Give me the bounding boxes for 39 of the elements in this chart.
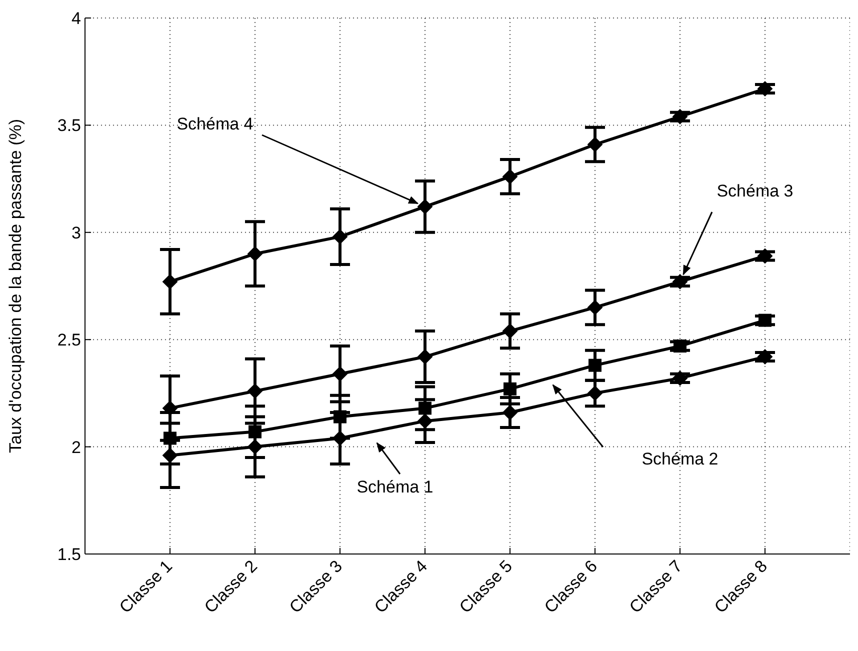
point (162, 400, 178, 416)
point (588, 386, 602, 401)
y-tick-label: 3.5 (57, 116, 81, 136)
point (502, 169, 518, 184)
y-tick-label: 2.5 (57, 330, 81, 350)
point (418, 402, 432, 415)
point (164, 432, 176, 445)
point (248, 384, 262, 399)
point (418, 349, 432, 364)
point (502, 404, 518, 420)
annotation: Schéma 2 (642, 449, 718, 468)
annotation: Schéma 1 (356, 477, 434, 496)
point (758, 248, 772, 264)
point (502, 324, 518, 339)
point (332, 430, 348, 446)
y-tick-label: 2 (72, 438, 81, 457)
y-tick-label: 4 (72, 9, 81, 28)
point (162, 274, 178, 290)
point (332, 229, 348, 244)
point (674, 340, 686, 353)
point (332, 366, 348, 382)
y-tick-label: 1.5 (57, 545, 81, 564)
point (418, 199, 432, 214)
point (504, 382, 516, 396)
point (248, 425, 262, 438)
point (672, 370, 688, 386)
point (248, 246, 262, 262)
point (334, 410, 346, 424)
point (588, 136, 602, 152)
point (162, 448, 178, 463)
point (588, 300, 602, 315)
annotation: Schéma 3 (716, 181, 794, 200)
point (248, 439, 262, 454)
annotation: Schéma 4 (176, 114, 254, 134)
point (418, 414, 432, 429)
y-axis-title: Taux d'occupation de la bande passante (%) (6, 118, 26, 454)
point (588, 358, 602, 372)
point (758, 314, 772, 327)
y-tick-label: 3 (72, 223, 81, 242)
